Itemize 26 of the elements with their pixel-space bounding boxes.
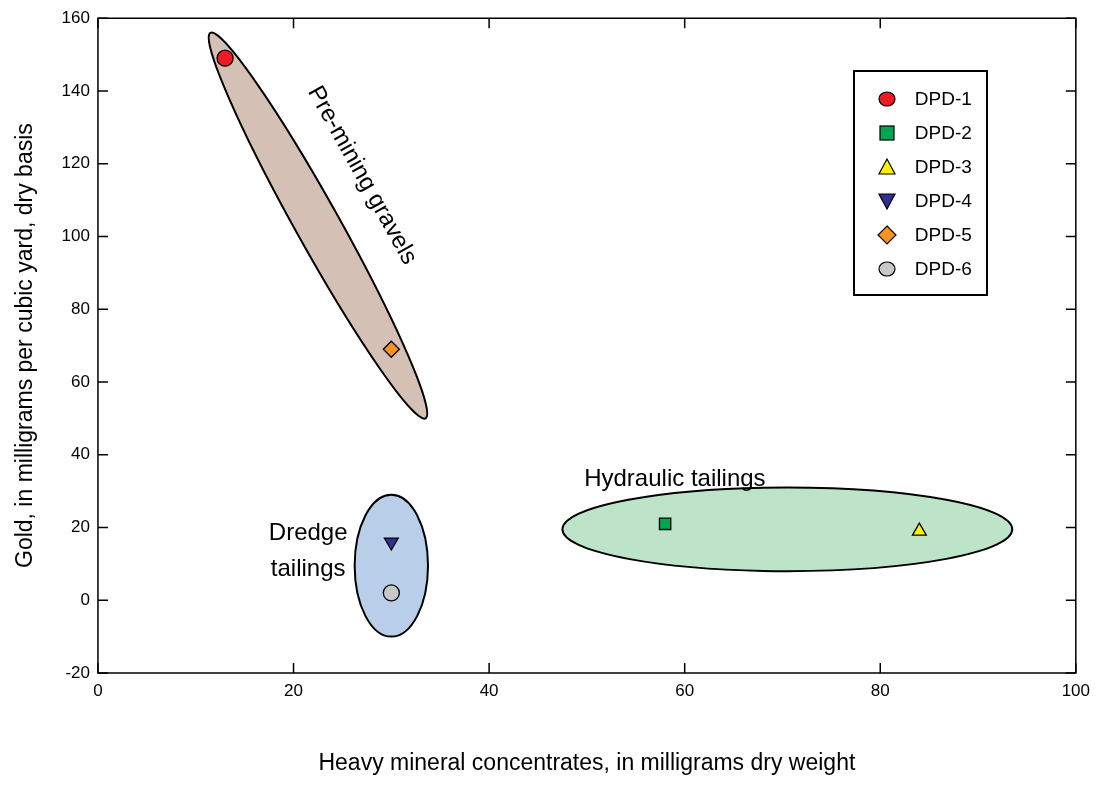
y-axis-title: Gold, in milligrams per cubic yard, dry basis: [11, 123, 38, 569]
annotation: Hydraulic tailings: [584, 464, 766, 492]
legend-label: DPD-3: [914, 156, 972, 179]
legend-label: DPD-5: [914, 224, 972, 247]
y-tick-label: 120: [61, 153, 90, 173]
x-tick-label: 40: [479, 680, 499, 700]
y-tick-label: 80: [71, 298, 90, 318]
legend-label: DPD-2: [914, 122, 972, 145]
y-tick-label: 0: [80, 589, 90, 609]
legend-label: DPD-6: [914, 258, 972, 281]
y-tick-label: 160: [61, 7, 90, 27]
legend-label: DPD-1: [914, 88, 972, 111]
annotation: Dredge tailings: [268, 518, 348, 582]
y-tick-label: -20: [65, 662, 90, 682]
x-tick-label: 100: [1061, 680, 1091, 700]
x-tick-label: 80: [870, 680, 890, 700]
y-tick-label: 40: [71, 444, 90, 464]
y-tick-label: 60: [71, 371, 90, 391]
y-tick-label: 20: [71, 517, 90, 537]
legend-label: DPD-4: [914, 190, 972, 213]
x-tick-label: 20: [284, 680, 303, 700]
x-tick-label: 60: [675, 680, 695, 700]
y-tick-label: 140: [61, 80, 90, 100]
x-axis-title: Heavy mineral concentrates, in milligrams dry weight: [318, 748, 856, 775]
x-tick-label: 0: [93, 680, 103, 700]
y-tick-label: 100: [61, 226, 90, 246]
